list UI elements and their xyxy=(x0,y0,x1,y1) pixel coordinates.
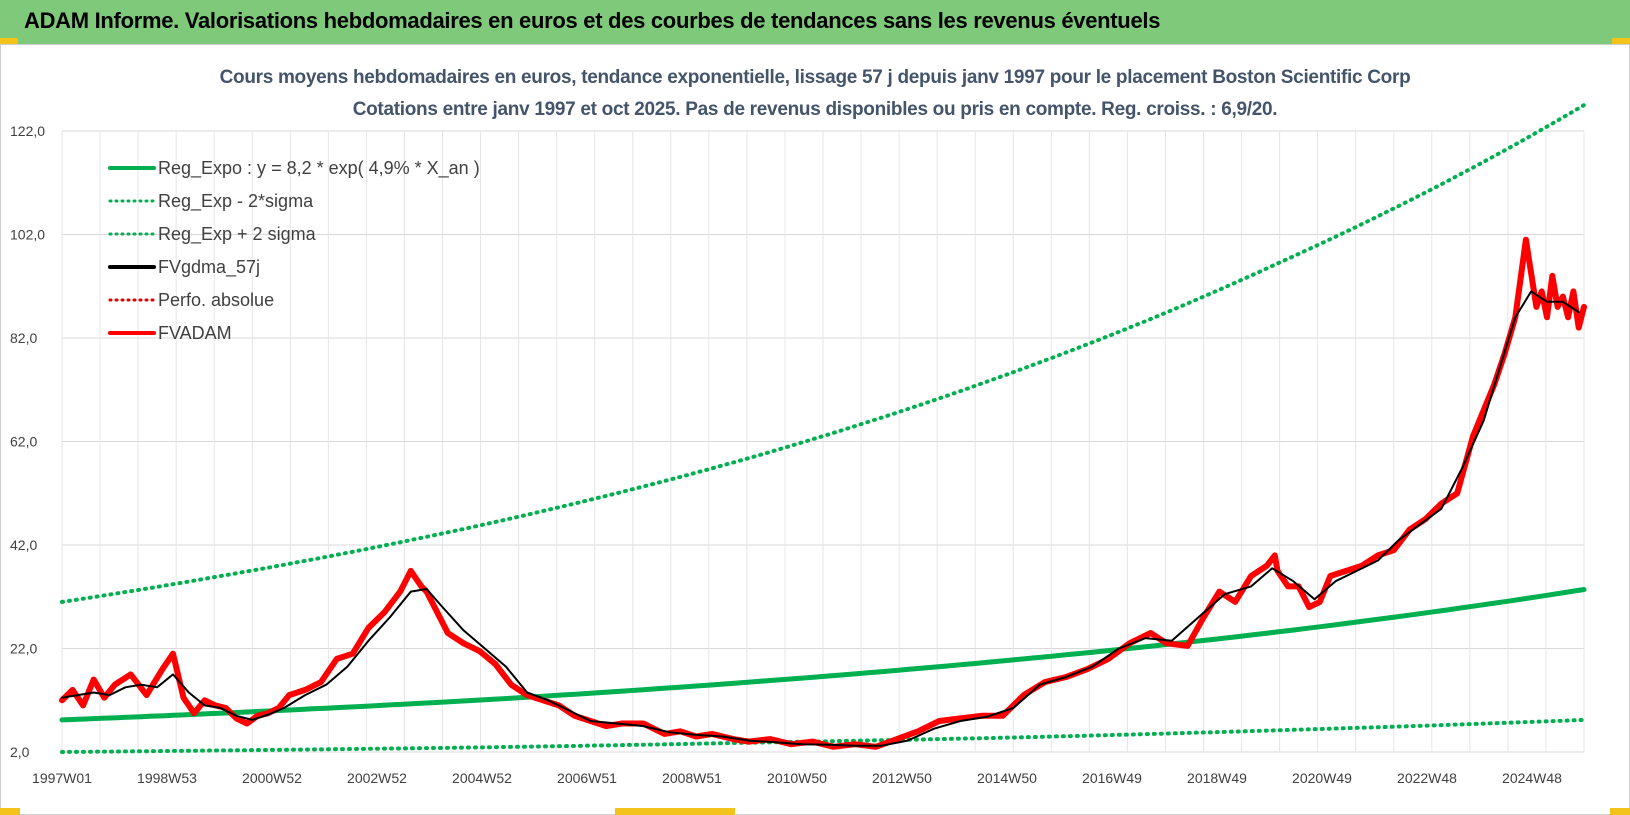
bottom-marker-left xyxy=(0,808,20,815)
legend-label: Reg_Expo : y = 8,2 * exp( 4,9% * X_an ) xyxy=(158,158,480,179)
chart-subtitle: Cotations entre janv 1997 et oct 2025. P… xyxy=(352,99,1278,120)
y-tick-label: 62,0 xyxy=(10,434,37,450)
y-tick-label: 2,0 xyxy=(10,744,30,760)
x-tick-label: 1997W01 xyxy=(32,770,92,786)
legend-label: Perfo. absolue xyxy=(158,290,274,310)
y-tick-label: 122,0 xyxy=(10,123,45,139)
header-banner: ADAM Informe. Valorisations hebdomadaire… xyxy=(0,0,1630,44)
series-line xyxy=(59,587,1587,723)
x-tick-label: 2022W48 xyxy=(1397,770,1457,786)
series-line xyxy=(60,103,1586,604)
x-tick-label: 1998W53 xyxy=(137,770,197,786)
x-tick-label: 2010W50 xyxy=(767,770,827,786)
y-tick-label: 42,0 xyxy=(10,537,37,553)
series-line xyxy=(61,290,1580,747)
legend-label: FVgdma_57j xyxy=(158,257,260,278)
x-tick-label: 2016W49 xyxy=(1082,770,1142,786)
x-tick-label: 2024W48 xyxy=(1502,770,1562,786)
bottom-marker-center xyxy=(615,808,735,815)
x-tick-label: 2004W52 xyxy=(452,770,512,786)
corner-marker-right xyxy=(1612,38,1630,44)
page-title: ADAM Informe. Valorisations hebdomadaire… xyxy=(24,8,1161,33)
corner-marker-left xyxy=(0,38,18,44)
legend-label: Reg_Exp - 2*sigma xyxy=(158,191,314,212)
x-tick-label: 2008W51 xyxy=(662,770,722,786)
legend-label: FVADAM xyxy=(158,323,232,343)
legend-label: Reg_Exp + 2 sigma xyxy=(158,224,317,245)
x-tick-label: 2002W52 xyxy=(347,770,407,786)
y-tick-label: 82,0 xyxy=(10,330,37,346)
x-tick-label: 2018W49 xyxy=(1187,770,1247,786)
x-tick-label: 2014W50 xyxy=(977,770,1037,786)
y-tick-label: 22,0 xyxy=(10,641,37,657)
x-tick-label: 2020W49 xyxy=(1292,770,1352,786)
x-tick-label: 2006W51 xyxy=(557,770,617,786)
x-tick-label: 2000W52 xyxy=(242,770,302,786)
y-tick-label: 102,0 xyxy=(10,227,45,243)
x-tick-label: 2012W50 xyxy=(872,770,932,786)
bottom-marker-right xyxy=(1610,808,1630,815)
chart-title: Cours moyens hebdomadaires en euros, ten… xyxy=(219,67,1411,88)
